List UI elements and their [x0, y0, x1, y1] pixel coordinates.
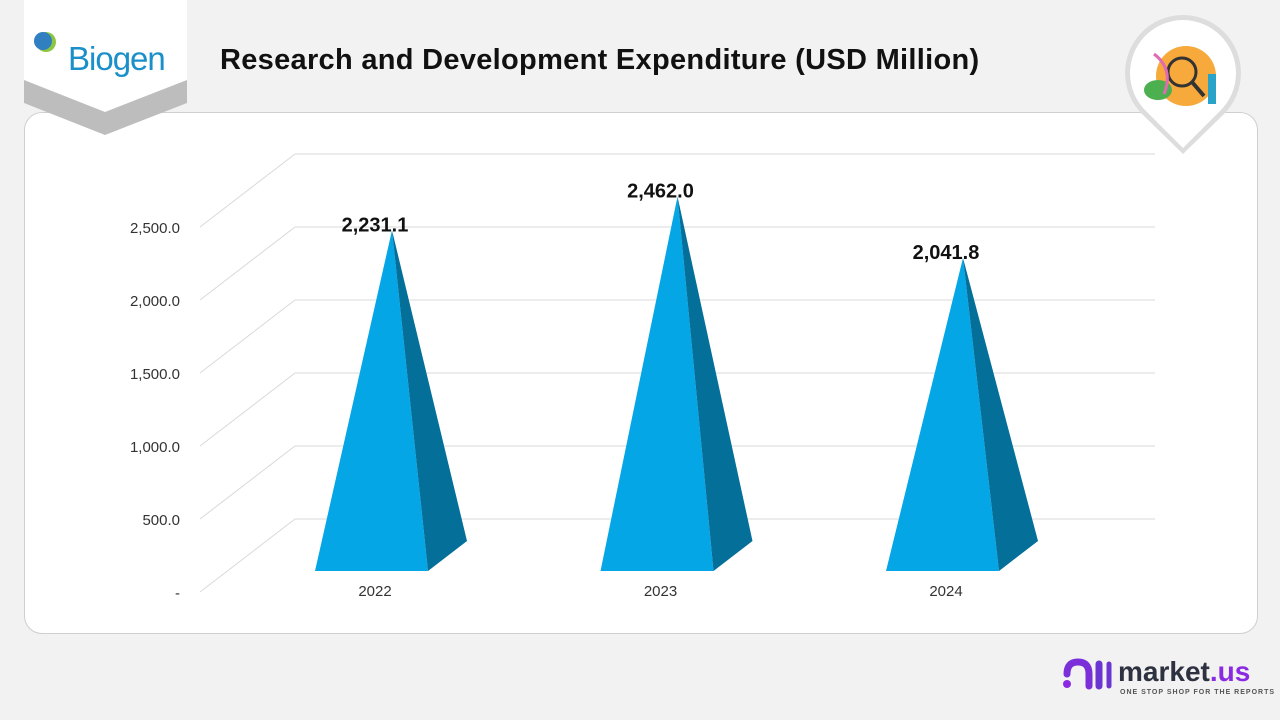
y-tick-label: 2,500.0 [130, 220, 180, 237]
x-tick-label: 2023 [644, 583, 677, 600]
data-label: 2,231.1 [342, 214, 409, 236]
gridline-depth [199, 153, 296, 228]
marketus-brand: market.us [1118, 656, 1250, 688]
pyramid-front [886, 257, 999, 571]
dna-magnifier-icon [1125, 15, 1241, 154]
page-title: Research and Development Expenditure (US… [220, 44, 980, 76]
gridline-depth [199, 299, 296, 374]
gridline-depth [199, 445, 296, 520]
pyramid-front [315, 230, 428, 571]
pyramid-side [392, 230, 467, 571]
pyramid-side [963, 257, 1038, 571]
y-tick-label: 1,500.0 [130, 366, 180, 383]
x-tick-label: 2022 [358, 583, 391, 600]
logo-badge [24, 0, 187, 135]
x-tick-label: 2024 [929, 583, 962, 600]
gridline-depth [199, 372, 296, 447]
gridline-depth [199, 518, 296, 593]
data-label: 2,041.8 [913, 242, 980, 264]
marketus-logo-icon [1063, 658, 1112, 690]
brand-suffix: .us [1209, 656, 1251, 687]
biogen-logo: Biogen [68, 40, 166, 77]
data-label: 2,462.0 [627, 181, 694, 203]
y-tick-label: 2,000.0 [130, 293, 180, 310]
marketus-logo: market.us ONE STOP SHOP FOR THE REPORTS [1062, 656, 1274, 697]
y-tick-label: - [175, 585, 180, 602]
marketus-tagline: ONE STOP SHOP FOR THE REPORTS [1120, 689, 1276, 696]
pyramid-side [677, 196, 753, 571]
y-tick-label: 500.0 [142, 512, 180, 529]
brand-name: market [1118, 656, 1210, 687]
gridline-depth [199, 226, 296, 301]
pyramid-front [600, 196, 714, 571]
y-tick-label: 1,000.0 [130, 439, 180, 456]
